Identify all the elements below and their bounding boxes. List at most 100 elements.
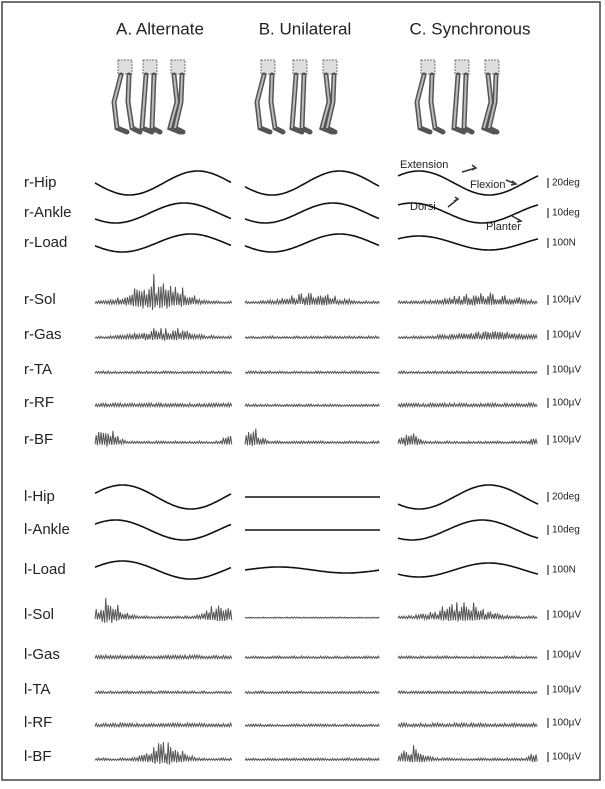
emg-trace — [244, 756, 380, 762]
kinematic-trace — [244, 202, 380, 224]
kinematic-trace — [244, 170, 380, 196]
scale-label: 100µV — [552, 330, 581, 341]
emg-trace — [94, 328, 233, 341]
scale-label: 100µV — [552, 752, 581, 763]
pelvis — [322, 59, 338, 75]
kinematic-trace — [94, 560, 232, 580]
leg-outline — [169, 74, 183, 129]
emg-trace — [94, 369, 233, 375]
emg-trace — [397, 401, 538, 409]
arrow — [447, 164, 523, 223]
scale-label: 100µV — [552, 685, 581, 696]
scale-label: 100µV — [552, 295, 581, 306]
kinematic-trace — [94, 170, 232, 196]
kinematic-trace — [397, 235, 539, 251]
kinematic-trace — [94, 233, 232, 253]
emg-trace — [94, 430, 233, 447]
kinematic-trace — [244, 566, 380, 574]
row-label: r-RF — [24, 394, 54, 411]
scale-label: 100µV — [552, 398, 581, 409]
emg-trace — [397, 602, 538, 622]
pelvis — [454, 59, 470, 75]
leg-outline — [453, 74, 467, 129]
scale-label: 100µV — [552, 365, 581, 376]
emg-trace — [397, 292, 538, 306]
pelvis — [292, 59, 308, 75]
emg-trace — [244, 689, 380, 695]
scale-label: 20deg — [552, 492, 580, 503]
pelvis — [117, 59, 133, 75]
kinematic-trace — [397, 202, 539, 224]
leg-outline — [291, 74, 305, 129]
leg-outline — [483, 74, 497, 129]
scale-label: 100µV — [552, 718, 581, 729]
column-title: C. Synchronous — [410, 19, 531, 38]
emg-trace — [397, 331, 538, 341]
emg-trace — [94, 721, 233, 729]
scale-label: 100µV — [552, 610, 581, 621]
emg-trace — [397, 721, 538, 729]
annotations: Extension Flexion Dorsi Planter — [400, 159, 523, 233]
emg-trace — [94, 741, 233, 765]
column-title: B. Unilateral — [259, 19, 352, 38]
leg-outline — [415, 74, 436, 129]
emg-trace — [94, 597, 233, 624]
kinematic-trace — [94, 519, 232, 541]
annotation: Planter — [486, 221, 521, 233]
row-label: r-Load — [24, 234, 67, 251]
emg-trace — [244, 293, 380, 306]
emg-trace — [94, 689, 233, 695]
row-label: l-Hip — [24, 488, 55, 505]
scale-label: 100µV — [552, 650, 581, 661]
emg-trace — [244, 402, 380, 408]
scale-label: 100N — [552, 565, 576, 576]
row-label: l-Ankle — [24, 521, 70, 538]
emg-trace — [94, 653, 233, 661]
scale-label: 20deg — [552, 178, 580, 189]
kinematic-trace — [397, 519, 539, 541]
emg-trace — [244, 616, 380, 619]
kinematic-trace — [244, 233, 380, 253]
annotation: Extension — [400, 159, 448, 171]
kinematic-trace — [94, 484, 232, 510]
row-label: l-Sol — [24, 606, 54, 623]
pelvis — [260, 59, 276, 75]
emg-trace — [397, 369, 538, 375]
emg-trace — [244, 369, 380, 375]
traces — [94, 170, 539, 765]
emg-trace — [397, 654, 538, 660]
row-label: l-TA — [24, 681, 50, 698]
kinematic-trace — [397, 170, 539, 196]
emg-trace — [94, 273, 233, 311]
emg-trace — [397, 745, 538, 763]
leg-outline — [321, 74, 335, 129]
row-label: r-Hip — [24, 174, 57, 191]
row-label: l-RF — [24, 714, 52, 731]
row-label: r-BF — [24, 431, 53, 448]
scale-label: 10deg — [552, 525, 580, 536]
row-labels: r-Hip 20deg r-Ankle 10deg r-Load 100N r-Sol 100… — [24, 174, 581, 765]
emg-trace — [244, 722, 380, 728]
pelvis — [170, 59, 186, 75]
emg-trace — [397, 433, 538, 446]
scale-label: 100N — [552, 238, 576, 249]
leg-icons — [111, 59, 500, 135]
row-label: l-Load — [24, 561, 66, 578]
row-label: r-Sol — [24, 291, 56, 308]
kinematic-trace — [397, 562, 539, 578]
column-title: A. Alternate — [116, 19, 204, 38]
leg-outline — [112, 74, 133, 129]
emg-trace — [244, 334, 380, 340]
row-label: l-Gas — [24, 646, 60, 663]
row-label: r-Gas — [24, 326, 62, 343]
annotation: Flexion — [470, 179, 505, 191]
pelvis — [420, 59, 436, 75]
kinematic-trace — [94, 202, 232, 224]
pelvis — [142, 59, 158, 75]
emg-trace — [244, 654, 380, 660]
row-label: l-BF — [24, 748, 52, 765]
emg-trace — [244, 428, 380, 446]
kinematic-trace — [397, 484, 539, 510]
